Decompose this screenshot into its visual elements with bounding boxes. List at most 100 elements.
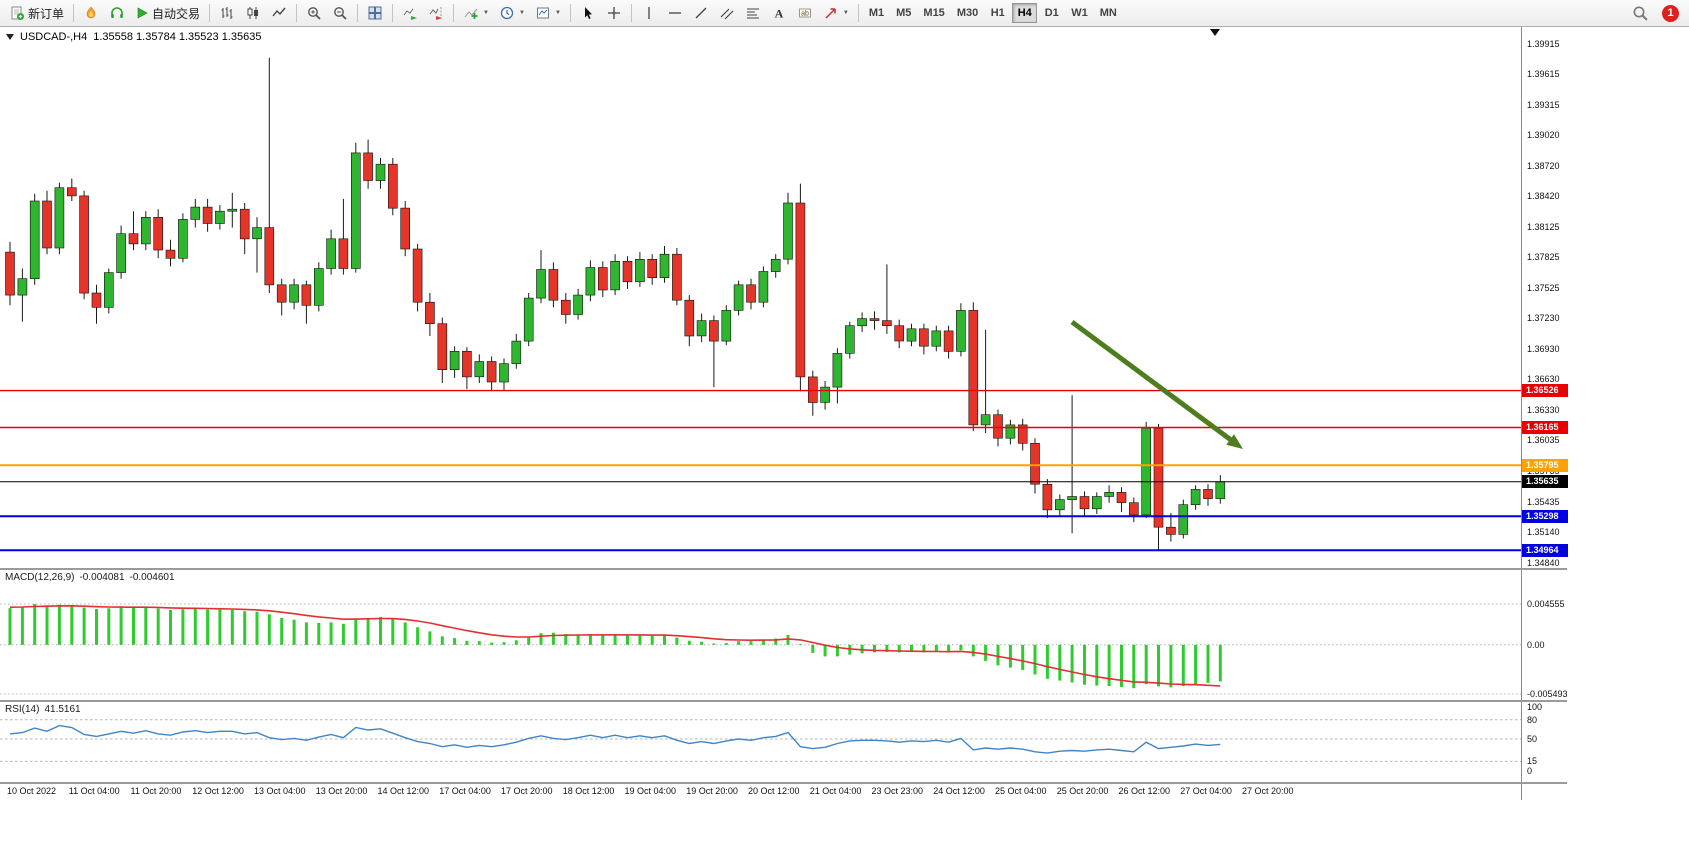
tile-windows-button[interactable] <box>362 1 388 25</box>
price-tick-label: 1.36330 <box>1527 405 1560 416</box>
cursor-icon <box>584 7 592 19</box>
price-tick-label: 1.39020 <box>1527 130 1560 140</box>
price-tick-label: 50 <box>1527 734 1538 744</box>
price-tick-label: 1.37825 <box>1527 252 1560 263</box>
candlestick-chart-button[interactable] <box>240 1 266 25</box>
line-chart-button[interactable] <box>266 1 292 25</box>
svg-text:ab: ab <box>801 11 809 18</box>
time-tick-label: 20 Oct 12:00 <box>748 786 800 796</box>
templates-icon <box>536 7 549 19</box>
price-tag: 1.35795 <box>1522 458 1568 472</box>
price-tick-label: 0.004555 <box>1527 599 1565 609</box>
time-tick-label: 24 Oct 12:00 <box>933 786 985 796</box>
label-tool-button[interactable]: ab <box>792 1 818 25</box>
time-tick-label: 19 Oct 20:00 <box>686 786 738 796</box>
timeframe-button-w1[interactable]: W1 <box>1066 3 1093 23</box>
rsi-pane[interactable]: RSI(14) 41.5161 <box>0 702 1521 782</box>
tile-windows-icon <box>368 6 382 20</box>
toolbar-separator <box>357 4 359 22</box>
rsi-label: RSI(14) 41.5161 <box>5 704 86 715</box>
zoom-in-button[interactable] <box>301 1 327 25</box>
svg-text:A: A <box>775 7 784 21</box>
horizontal-line-tool-button[interactable] <box>662 1 688 25</box>
fibonacci-icon <box>746 8 759 19</box>
timeframe-group: M1 M5 M15 M30 H1 H4 D1 W1 MN <box>863 3 1123 23</box>
crosshair-button[interactable] <box>601 1 627 25</box>
time-tick-label: 26 Oct 12:00 <box>1118 786 1171 796</box>
new-order-label: 新订单 <box>28 6 65 21</box>
templates-button[interactable]: ▼ <box>530 1 566 25</box>
toolbar-separator <box>209 4 211 22</box>
time-tick-label: 12 Oct 12:00 <box>192 786 244 796</box>
price-tick-label: 0 <box>1527 766 1533 776</box>
time-axis[interactable]: 10 Oct 2022 11 Oct 04:00 11 Oct 20:00 12 Oc… <box>0 784 1567 800</box>
time-tick-label: 25 Oct 20:00 <box>1056 786 1109 796</box>
timeframe-button-m5[interactable]: M5 <box>891 3 916 23</box>
time-tick-label: 10 Oct 2022 <box>7 786 57 796</box>
time-tick-label: 13 Oct 04:00 <box>254 786 306 796</box>
toolbar-separator <box>392 4 394 22</box>
time-tick-label: 17 Oct 20:00 <box>501 786 553 796</box>
macd-signal-line <box>9 604 1221 687</box>
bar-chart-button[interactable] <box>214 1 240 25</box>
timeframe-button-m1[interactable]: M1 <box>864 3 889 23</box>
price-tick-label: 1.39315 <box>1527 99 1560 110</box>
symbol-title: USDCAD-,H4 <box>20 31 88 43</box>
time-tick-label: 14 Oct 12:00 <box>377 786 430 796</box>
rsi-chart[interactable] <box>0 702 1521 782</box>
periods-button[interactable]: ▼ <box>494 1 530 25</box>
candles[interactable] <box>5 57 1226 550</box>
trendline-tool-button[interactable] <box>688 1 714 25</box>
new-order-icon <box>11 6 24 20</box>
price-tick-label: 1.37525 <box>1527 282 1560 293</box>
indicators-button[interactable]: ▼ <box>458 1 494 25</box>
headphones-button[interactable] <box>104 1 130 25</box>
bar-chart-icon <box>221 7 233 19</box>
pane-divider[interactable] <box>0 782 1567 784</box>
new-order-button[interactable]: 新订单 <box>4 1 69 25</box>
time-tick-label: 11 Oct 04:00 <box>68 786 120 796</box>
timeframe-button-h4[interactable]: H4 <box>1012 3 1038 23</box>
timeframe-button-m30[interactable]: M30 <box>952 3 983 23</box>
macd-pane[interactable]: MACD(12,26,9) -0.004081 -0.004601 <box>0 570 1521 700</box>
timeframe-button-d1[interactable]: D1 <box>1039 3 1064 23</box>
timeframe-button-mn[interactable]: MN <box>1095 3 1122 23</box>
macd-histogram <box>8 604 1222 689</box>
trend-arrow[interactable] <box>1070 319 1243 449</box>
price-tick-label: 1.38420 <box>1527 191 1560 202</box>
line-chart-icon <box>272 7 286 17</box>
time-tick-label: 27 Oct 20:00 <box>1242 786 1294 796</box>
fibonacci-tool-button[interactable] <box>740 1 766 25</box>
text-icon: A <box>775 7 784 21</box>
timeframe-button-h1[interactable]: H1 <box>985 3 1010 23</box>
torch-button[interactable] <box>78 1 104 25</box>
price-tick-label: 1.36930 <box>1527 343 1560 354</box>
auto-scroll-icon <box>403 8 418 20</box>
notification-badge[interactable]: 1 <box>1662 4 1679 22</box>
torch-icon <box>86 6 96 19</box>
price-tag: 1.34964 <box>1522 543 1568 557</box>
chart-shift-marker-icon[interactable] <box>1210 29 1220 36</box>
rsi-value: 41.5161 <box>44 704 81 715</box>
cursor-button[interactable] <box>575 1 601 25</box>
candlestick-chart[interactable] <box>0 27 1521 568</box>
price-axis[interactable]: 1.39915 1.39615 1.39315 1.39020 1.38720 1.384… <box>1521 27 1568 800</box>
dropdown-caret-icon: ▼ <box>554 10 561 16</box>
zoom-out-button[interactable] <box>327 1 353 25</box>
channel-tool-button[interactable] <box>714 1 740 25</box>
one-click-trading-toggle-icon[interactable] <box>6 34 14 40</box>
arrows-tool-button[interactable]: ▼ <box>818 1 854 25</box>
pane-divider[interactable] <box>0 568 1567 570</box>
timeframe-button-m15[interactable]: M15 <box>918 3 949 23</box>
toolbar: 新订单 自动交易 <box>0 0 1689 27</box>
macd-chart[interactable] <box>0 570 1521 700</box>
vertical-line-tool-button[interactable] <box>636 1 662 25</box>
chart-shift-button[interactable] <box>423 1 449 25</box>
pane-divider[interactable] <box>0 700 1567 702</box>
text-tool-button[interactable]: A <box>766 1 792 25</box>
price-chart-pane[interactable]: USDCAD-,H4 1.35558 1.35784 1.35523 1.356… <box>0 27 1521 568</box>
search-button[interactable] <box>1627 1 1654 25</box>
price-tick-label: 1.38125 <box>1527 221 1560 232</box>
autotrading-button[interactable]: 自动交易 <box>130 1 205 25</box>
auto-scroll-button[interactable] <box>397 1 423 25</box>
